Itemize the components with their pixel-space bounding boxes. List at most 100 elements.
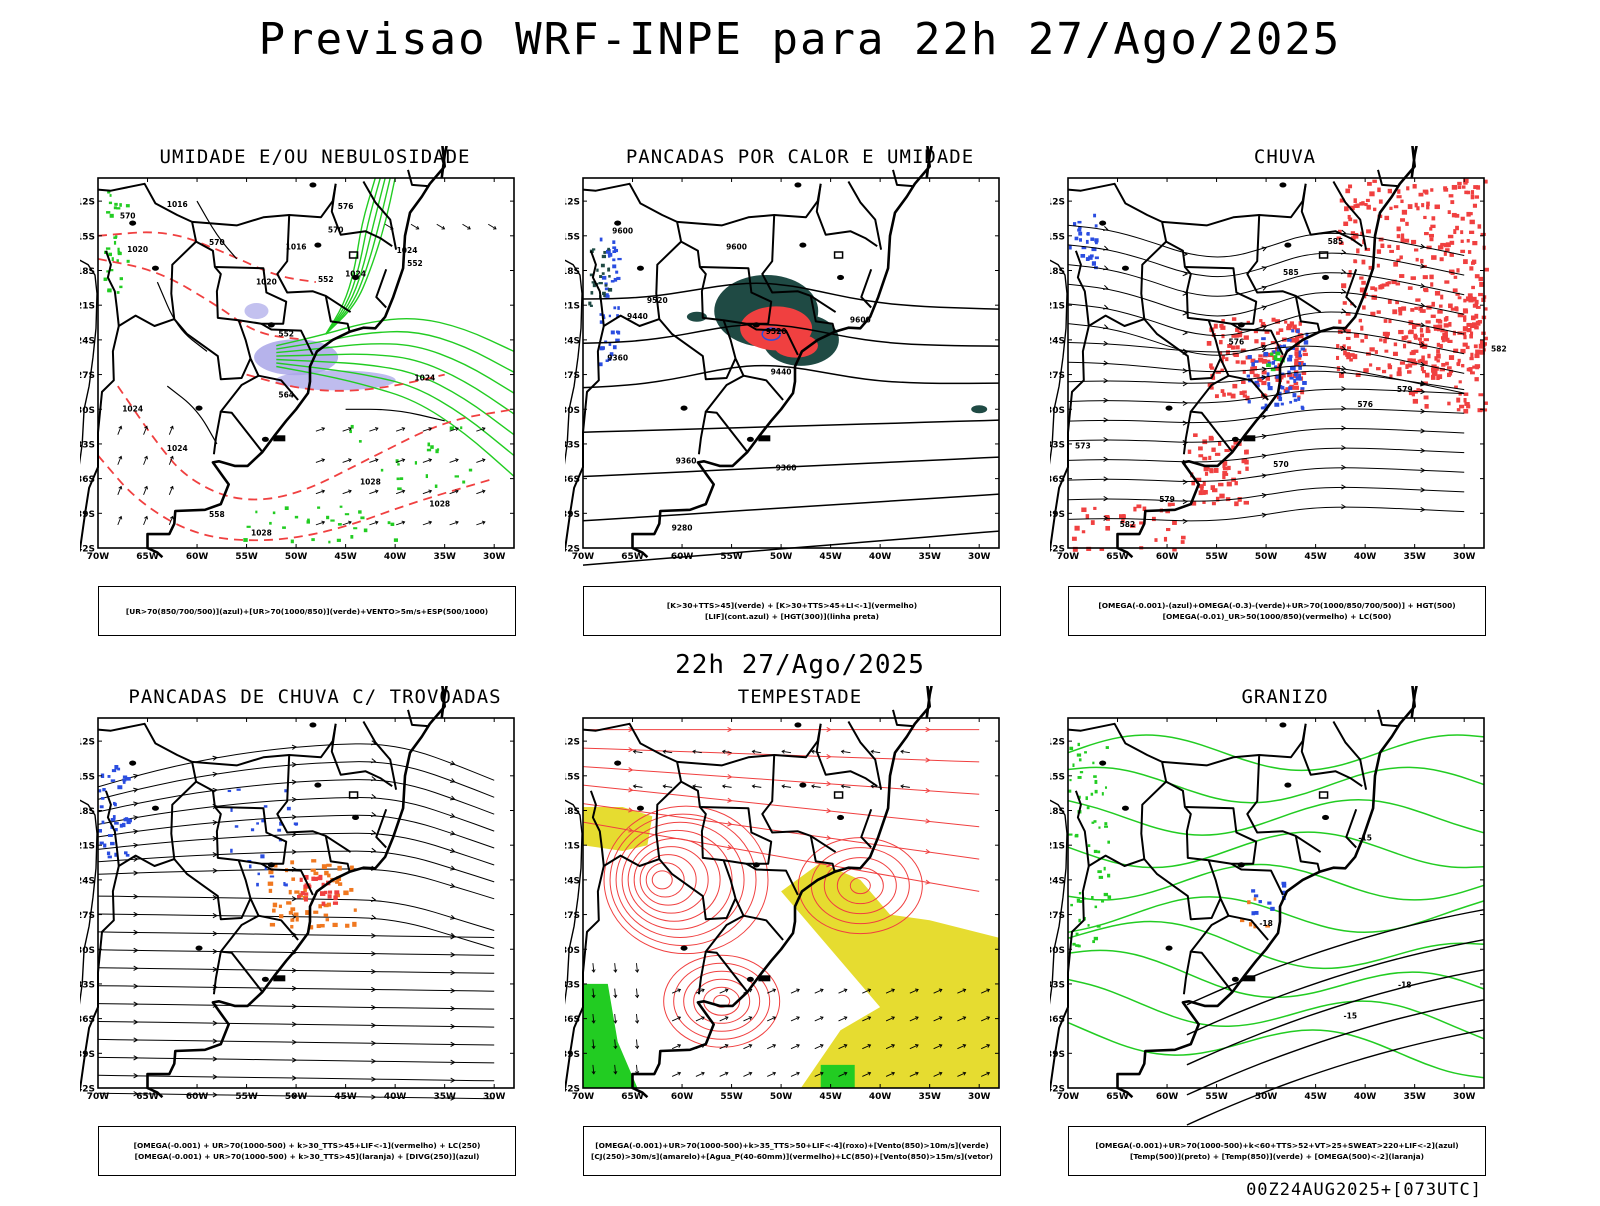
lifted-index-speckle [616,276,621,281]
rain-area-red [1424,372,1430,378]
wind-vector-head [118,485,123,490]
lat-tick-label: 18S [565,807,580,817]
strong-wind-vector-head [867,1044,872,1048]
strong-wind-vector [752,785,762,788]
temperature-850-speckle [1091,895,1094,900]
divergence-area-blue [113,801,116,806]
upper-level-streamline-arrow [370,812,377,818]
wind-vector-head [441,226,446,230]
upper-level-streamline [97,895,495,931]
strong-wind-vector-head [781,784,785,789]
wind-vector [315,521,325,526]
rain-area-red [1407,340,1412,344]
omega-area-blue [1293,372,1298,377]
wind-vector-head [428,520,433,525]
map-frame [582,177,1000,549]
lat-tick-label: 42S [1050,1085,1065,1095]
rain-area-red [1233,440,1238,445]
rain-area-red [1359,287,1366,293]
thickness-contour-red [117,385,515,501]
divergence-area-blue [110,818,116,822]
geopotential-streamline-arrow [1182,518,1188,524]
instability-speckle-teal [602,291,606,296]
lifted-index-speckle [612,258,616,262]
strong-wind-vector-head [701,1016,705,1021]
strong-wind-vector [614,988,617,998]
upper-level-streamline-arrow [133,870,139,876]
omega-area-blue [1264,403,1268,408]
geopotential-streamline-arrow [1182,368,1188,374]
divergence-area-blue [125,853,130,857]
rain-area-red [1280,374,1284,380]
geopotential-streamline-arrow [1103,417,1109,423]
rain-area-red [1453,275,1458,279]
wind-vector-head [118,425,123,430]
geopotential-streamline [1067,361,1465,394]
low-level-streamline [823,857,897,915]
wind-vector [168,456,174,465]
rain-area-red [1241,380,1246,385]
rain-area-red [1356,248,1360,254]
omega-area-green [1270,367,1276,372]
lon-tick-label: 50W [1255,1092,1278,1102]
humidity-speckle-green [113,206,117,210]
rain-area-red [1260,321,1266,326]
lon-tick-label: 65W [621,1092,644,1102]
omega-area-blue [1078,226,1082,229]
rain-area-red [1453,229,1457,235]
instability-speckle-teal [599,275,603,279]
rain-area-red [1287,323,1293,328]
geopotential-streamline-arrow [1261,325,1268,331]
rain-area-red [1345,188,1351,194]
omega-area-orange [1247,900,1251,905]
rain-area-red [1407,370,1412,374]
rain-area-red [1341,283,1347,289]
rain-area-red [1105,525,1111,531]
rain-area-red [1439,367,1445,372]
rain-area-red [1379,284,1385,289]
rain-area-red [1368,265,1373,270]
rain-area-red [1470,261,1475,265]
temperature-850-speckle [1105,746,1109,749]
legend-line: [K>30+TTS>45](verde) + [K>30+TTS>45+LI<-… [666,601,918,610]
political-border [761,214,837,313]
lon-tick-label: 30W [968,1092,991,1102]
strong-wind-vector [885,1044,895,1050]
political-border [1345,268,1358,309]
wind-vector [476,490,486,495]
instability-area-orange [323,913,329,917]
reservoir-marker [1318,251,1329,259]
humidity-contour-green [325,177,391,335]
rain-area-red [1467,296,1473,301]
strong-wind-vector-head [677,988,682,993]
legend-box: [OMEGA(-0.001)-(azul)+OMEGA(-0.3)-(verde… [1068,586,1486,636]
geopotential-streamline-arrow [1261,285,1268,291]
rain-area-red [1385,281,1390,287]
geopotential-streamline-arrow [1341,445,1347,451]
omega-area-orange [1265,924,1270,928]
rain-area-red [1427,353,1431,359]
rain-area-red [1222,392,1226,397]
omega-area-blue [1093,213,1097,218]
wind-vector-head [401,458,406,463]
instability-area-red [303,897,308,902]
rain-area-red [1209,363,1213,369]
contour-label: 582 [1120,520,1136,529]
geopotential-streamline-arrow [1182,271,1188,277]
geopotential-streamline [1067,244,1465,278]
strong-wind-vector [862,1016,871,1022]
rain-area-red [1221,319,1225,324]
strong-wind-vector-head [843,1071,848,1076]
rain-area-red [1241,458,1248,464]
temperature-850-speckle [1076,753,1082,757]
lifted-index-speckle [612,246,617,250]
strong-wind-vector [663,785,673,788]
lagoon-marker [758,435,771,442]
strong-wind-vector [671,989,681,994]
lifted-index-speckle [615,338,620,342]
rain-area-red [1294,362,1300,367]
lat-tick-label: 33S [565,980,580,990]
low-level-streamline [645,862,685,898]
geopotential-streamline-arrow [1261,512,1268,518]
strong-wind-vector-head [613,1070,618,1075]
